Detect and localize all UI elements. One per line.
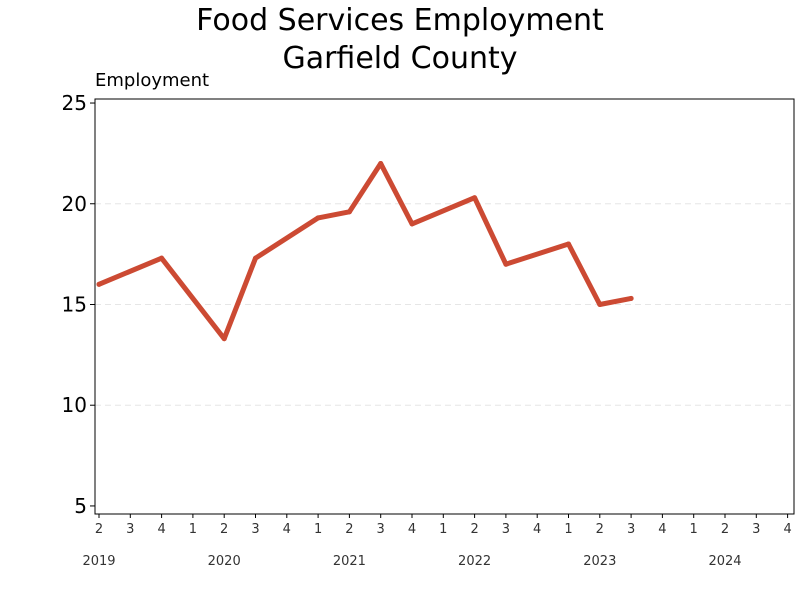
x-tick-label: 3 [752, 522, 760, 537]
data-point [628, 295, 634, 301]
x-tick-label: 4 [658, 522, 666, 537]
y-axis: 5 10 15 20 25 [62, 91, 95, 518]
x-tick-label: 3 [126, 522, 134, 537]
x-tick-label: 4 [157, 522, 165, 537]
x-tick-label: 3 [377, 522, 385, 537]
x-tick-label: 4 [533, 522, 541, 537]
x-tick-label: 2 [345, 522, 353, 537]
x-tick-label: 4 [283, 522, 291, 537]
x-tick-label: 2 [220, 522, 228, 537]
y-tick-label: 5 [74, 494, 87, 518]
gridlines [95, 203, 794, 406]
data-point [159, 255, 165, 261]
data-point [409, 221, 415, 227]
year-label: 2021 [333, 554, 366, 569]
plot-frame [94, 98, 795, 515]
x-tick-label: 1 [314, 522, 322, 537]
chart-title: Food Services Employment [196, 3, 604, 38]
x-tick-label: 3 [502, 522, 510, 537]
year-label: 2023 [583, 554, 616, 569]
data-point [566, 241, 571, 247]
x-tick-label: 1 [439, 522, 447, 537]
y-tick-label: 25 [62, 91, 87, 115]
x-tick-label: 3 [251, 522, 259, 537]
series-employment [96, 160, 634, 342]
data-point [597, 301, 603, 307]
year-label: 2024 [708, 554, 741, 569]
y-axis-label: Employment [95, 70, 209, 91]
x-tick-label: 2 [721, 522, 729, 537]
y-tick-label: 20 [62, 192, 87, 216]
x-tick-label: 2 [470, 522, 478, 537]
data-point [253, 255, 258, 261]
y-tick-label: 15 [62, 292, 87, 316]
x-tick-label: 1 [690, 522, 698, 537]
data-point [315, 215, 321, 221]
x-axis: 2 3 4 1 2 3 4 1 2 3 4 1 2 3 4 1 2 3 4 1 2 3 4 2019 2020 2021 2022 2… [82, 514, 792, 569]
year-label: 2020 [208, 554, 241, 569]
data-point [221, 336, 227, 342]
x-tick-label: 2 [596, 522, 604, 537]
year-label: 2022 [458, 554, 491, 569]
x-tick-label: 2 [95, 522, 103, 537]
data-point [503, 261, 509, 267]
data-point [96, 281, 102, 287]
x-tick-label: 1 [564, 522, 572, 537]
x-tick-label: 1 [189, 522, 197, 537]
data-point [346, 209, 352, 215]
data-point [378, 160, 384, 166]
x-tick-label: 4 [783, 522, 791, 537]
chart-subtitle: Garfield County [282, 41, 517, 76]
x-tick-label: 3 [627, 522, 635, 537]
x-tick-label: 4 [408, 522, 416, 537]
series-line [96, 161, 634, 342]
year-label: 2019 [82, 554, 115, 569]
y-tick-label: 10 [62, 393, 87, 417]
data-point [472, 195, 478, 201]
